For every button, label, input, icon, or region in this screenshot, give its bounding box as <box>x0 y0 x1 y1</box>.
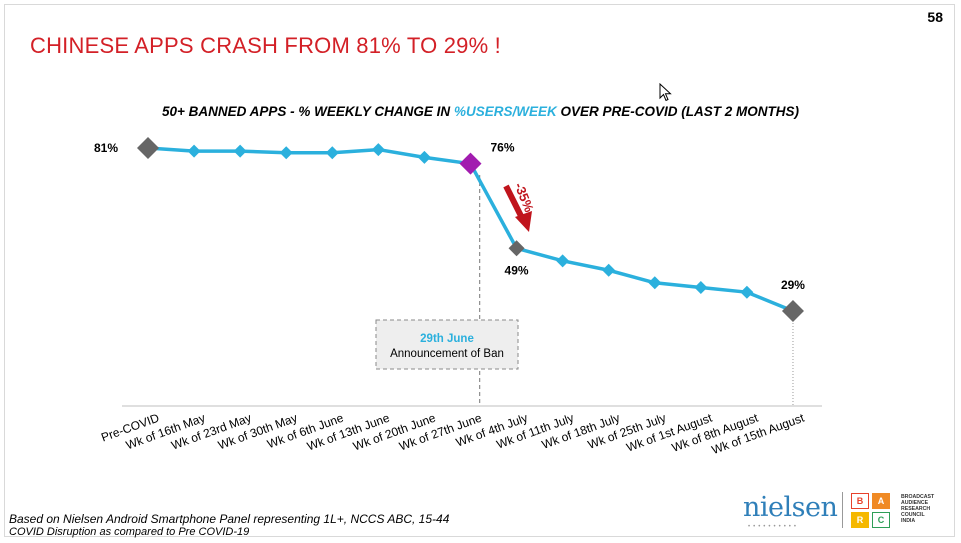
barc-letter-a: A <box>872 493 890 509</box>
barc-text-line: RESEARCH <box>901 506 931 512</box>
nielsen-logo-dots: •••••••••• <box>748 524 800 530</box>
data-point-anchor <box>781 300 804 322</box>
data-point <box>556 254 570 268</box>
data-point-ban <box>459 152 482 175</box>
data-label: 49% <box>505 263 529 277</box>
data-point <box>279 146 293 160</box>
data-label: 81% <box>94 141 118 155</box>
data-point <box>740 285 754 299</box>
barc-text-line: BROADCAST <box>901 494 935 500</box>
data-point <box>187 144 201 158</box>
barc-letter-c: C <box>872 512 890 528</box>
barc-text-line: INDIA <box>901 518 916 524</box>
data-point <box>233 144 247 158</box>
ban-annotation-text: Announcement of Ban <box>390 348 504 360</box>
data-label: 29% <box>781 278 805 292</box>
drop-arrow-shaft <box>503 184 526 222</box>
footnote-covid: COVID Disruption as compared to Pre COVI… <box>9 526 250 538</box>
data-point <box>417 150 431 164</box>
drop-arrow-head <box>515 211 532 232</box>
chart-title-highlight: %USERS/WEEK <box>453 104 557 119</box>
data-point-anchor <box>137 137 159 159</box>
chart-title-part2: OVER PRE-COVID (LAST 2 MONTHS) <box>556 104 799 119</box>
barc-text-line: COUNCIL <box>901 512 925 518</box>
data-point <box>371 143 385 157</box>
ban-annotation-title: 29th June <box>420 333 474 345</box>
barc-text-line: AUDIENCE <box>901 500 929 506</box>
line-chart: 29th June Announcement of Ban 81% 76% 49% 29%… <box>94 137 822 457</box>
slide-frame <box>4 4 955 537</box>
slide-headline: CHINESE APPS CRASH FROM 81% TO 29% ! <box>30 33 501 58</box>
ban-annotation-box <box>375 319 519 370</box>
barc-letter-r: R <box>851 512 869 528</box>
data-point <box>325 146 339 160</box>
mouse-pointer-icon <box>659 83 672 102</box>
data-label: 76% <box>490 141 514 155</box>
page-number: 58 <box>927 9 943 25</box>
data-point <box>602 263 616 277</box>
barc-logo: B A R C <box>851 493 890 528</box>
chart-title-part1: 50+ BANNED APPS - % WEEKLY CHANGE IN <box>162 104 454 119</box>
chart-title: 50+ BANNED APPS - % WEEKLY CHANGE IN %US… <box>0 104 961 119</box>
barc-logo-text: BROADCAST AUDIENCE RESEARCH COUNCIL INDI… <box>901 494 934 524</box>
data-point <box>648 276 662 290</box>
barc-letter-b: B <box>851 493 869 509</box>
data-point <box>694 280 708 294</box>
footnote-source: Based on Nielsen Android Smartphone Pane… <box>9 512 450 526</box>
logo-divider <box>842 492 843 528</box>
nielsen-logo: nielsen <box>743 492 838 523</box>
data-point-anchor <box>508 240 525 257</box>
